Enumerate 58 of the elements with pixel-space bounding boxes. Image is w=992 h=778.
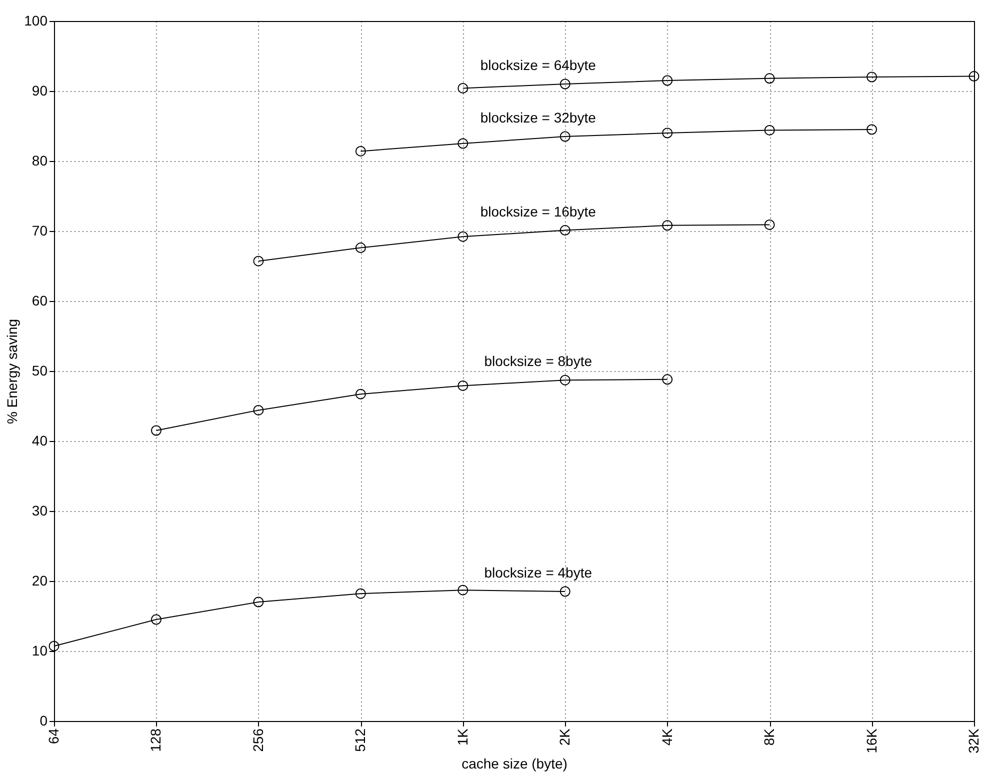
x-tick-label: 16K	[863, 728, 880, 754]
point	[458, 82, 468, 94]
point	[355, 146, 366, 156]
point	[968, 71, 980, 82]
x-tick-label: 2K	[556, 728, 573, 746]
point	[48, 640, 60, 652]
y-tick-label: 90	[32, 82, 48, 98]
point	[253, 256, 264, 266]
point	[662, 374, 673, 385]
point	[662, 220, 673, 231]
point	[560, 131, 570, 142]
x-tick-label: 64	[46, 728, 62, 744]
point	[150, 614, 162, 625]
point	[458, 138, 468, 149]
y-tick-label: 20	[32, 572, 48, 588]
y-tick-label: 40	[32, 432, 48, 448]
x-tick-label: 32K	[966, 728, 982, 754]
point	[764, 73, 775, 84]
point	[560, 374, 570, 386]
y-tick-label: 0	[40, 712, 48, 728]
point	[560, 586, 570, 597]
series-label: blocksize = 8byte	[484, 353, 592, 370]
point	[355, 388, 366, 400]
point	[764, 219, 775, 230]
point	[866, 124, 878, 135]
point	[764, 124, 775, 136]
point	[662, 75, 673, 86]
point	[458, 584, 468, 596]
y-tick-label: 80	[32, 152, 48, 168]
y-tick-label: 70	[32, 222, 48, 238]
x-tick-label: 4K	[658, 728, 675, 746]
series-label: blocksize = 16byte	[480, 203, 596, 220]
point	[662, 128, 673, 138]
x-tick-label: 256	[250, 728, 266, 752]
point	[560, 225, 570, 236]
point	[355, 588, 366, 599]
series-label: blocksize = 64byte	[480, 57, 596, 73]
y-tick-label: 50	[32, 362, 48, 378]
point	[866, 72, 878, 82]
point	[458, 231, 468, 242]
y-tick-label: 100	[24, 12, 48, 28]
y-tick-label: 60	[32, 292, 48, 308]
y-axis-title: % Energy saving	[4, 318, 20, 424]
point	[253, 404, 264, 416]
x-tick-label: 1K	[454, 728, 470, 746]
x-axis-title: cache size (byte)	[462, 755, 568, 772]
y-tick-label: 10	[32, 642, 48, 658]
point	[560, 78, 570, 90]
y-tick-label: 30	[32, 502, 48, 518]
point	[150, 425, 162, 436]
point	[355, 242, 366, 254]
series-label: blocksize = 32byte	[480, 110, 596, 126]
point	[458, 380, 468, 391]
series-label: blocksize = 4byte	[484, 564, 592, 580]
x-tick-label: 128	[148, 728, 164, 752]
point	[253, 596, 264, 608]
x-tick-label: 8K	[761, 728, 778, 746]
x-tick-label: 512	[352, 728, 368, 752]
